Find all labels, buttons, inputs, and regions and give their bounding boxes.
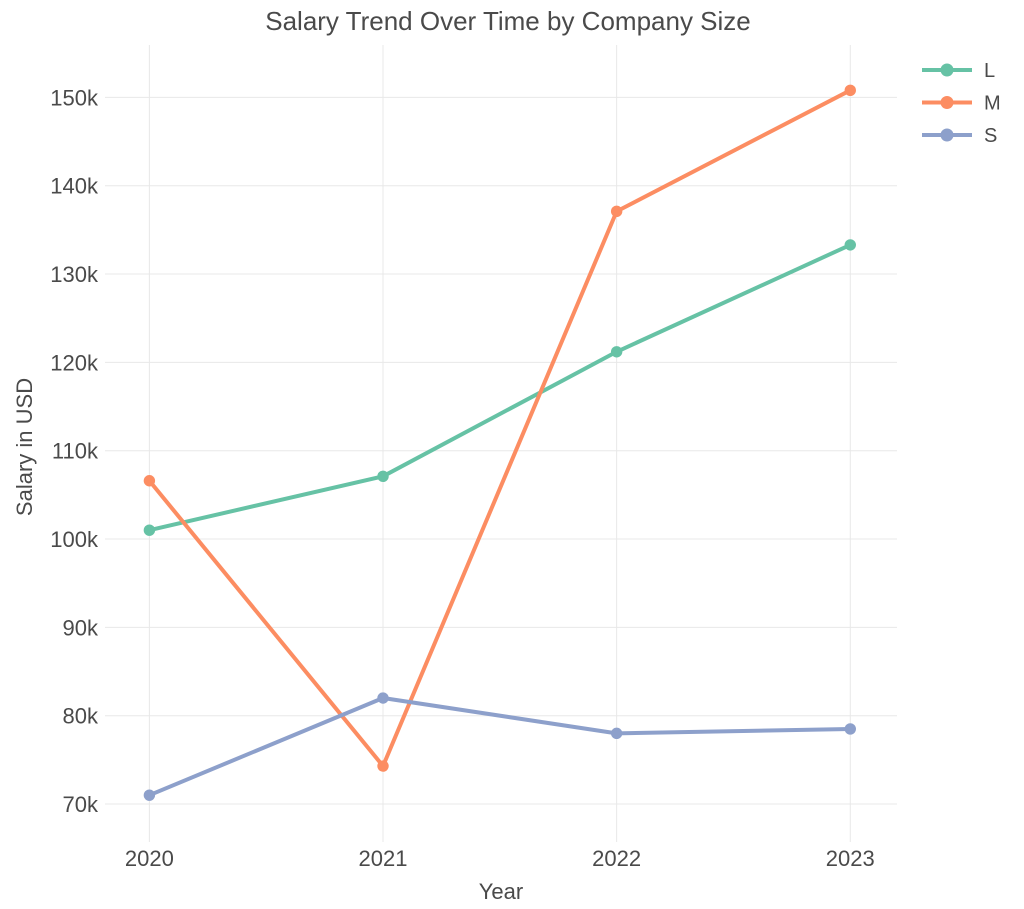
x-tick-label: 2023 xyxy=(826,846,875,871)
chart-title: Salary Trend Over Time by Company Size xyxy=(265,6,751,36)
series-marker-M-2021[interactable] xyxy=(377,760,389,772)
y-tick-label: 120k xyxy=(50,350,99,375)
series-marker-L-2020[interactable] xyxy=(143,524,156,536)
y-tick-label: 110k xyxy=(52,439,99,464)
y-axis-title: Salary in USD xyxy=(12,378,37,516)
series-marker-M-2020[interactable] xyxy=(143,475,156,487)
legend-marker-swatch xyxy=(940,96,954,109)
series-marker-S-2021[interactable] xyxy=(377,692,389,704)
series-layer xyxy=(143,84,856,801)
legend-item-M[interactable]: M xyxy=(922,93,1001,115)
series-line-M xyxy=(147,88,853,769)
series-marker-L-2021[interactable] xyxy=(377,470,389,483)
y-tick-label: 150k xyxy=(50,85,99,110)
series-marker-L-2022[interactable] xyxy=(610,346,623,358)
x-tick-label: 2021 xyxy=(359,846,408,871)
x-tick-label: 2022 xyxy=(592,846,641,871)
legend-label: S xyxy=(984,125,997,147)
series-marker-S-2020[interactable] xyxy=(143,789,156,801)
x-axis-title: Year xyxy=(479,879,523,904)
y-tick-label: 140k xyxy=(50,174,99,199)
series-marker-M-2022[interactable] xyxy=(610,205,623,218)
legend-marker-swatch xyxy=(940,63,954,77)
legend-item-S[interactable]: S xyxy=(922,125,997,147)
legend: LMS xyxy=(922,60,1001,147)
legend-label: M xyxy=(984,93,1001,115)
series-marker-M-2023[interactable] xyxy=(844,84,856,97)
legend-marker-swatch xyxy=(940,128,954,142)
series-marker-L-2023[interactable] xyxy=(844,239,856,251)
series-line-S xyxy=(147,696,853,798)
series-line-L xyxy=(147,242,853,533)
series-marker-S-2023[interactable] xyxy=(844,723,856,735)
legend-item-L[interactable]: L xyxy=(922,60,995,82)
y-tick-label: 80k xyxy=(63,704,99,729)
gridlines xyxy=(105,45,897,842)
y-tick-label: 70k xyxy=(63,792,99,817)
y-tick-label: 130k xyxy=(50,262,99,287)
series-marker-S-2022[interactable] xyxy=(610,727,623,740)
legend-label: L xyxy=(984,60,995,82)
axis-tick-labels: 2020 2021 2022 2023 70k 80k 90k 100k 110k 120k 130… xyxy=(50,85,874,871)
x-tick-label: 2020 xyxy=(125,846,174,871)
y-tick-label: 100k xyxy=(50,527,99,552)
y-tick-label: 90k xyxy=(63,615,99,640)
